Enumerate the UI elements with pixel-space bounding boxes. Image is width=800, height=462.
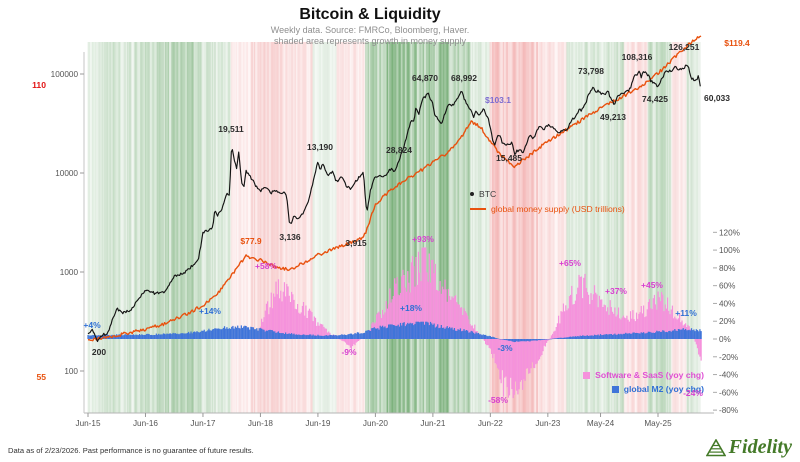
fidelity-logo: Fidelity	[705, 436, 792, 459]
pct-tick-label: -80%	[719, 406, 738, 415]
pct-tick-label: 100%	[719, 246, 740, 255]
saas-bars	[259, 247, 702, 399]
legend-m2-row: global M2 (yoy chg)	[611, 384, 704, 394]
saas-square-marker	[583, 371, 591, 379]
annotation-label: +45%	[641, 280, 663, 290]
legend-bars: Software & SaaS (yoy chg) global M2 (yoy…	[583, 370, 704, 394]
annotation-label: 13,190	[307, 142, 333, 152]
fidelity-pyramid-icon	[705, 438, 726, 456]
annotation-label: +18%	[400, 303, 422, 313]
money-tick-label: 110	[32, 80, 46, 90]
annotation-label: 74,425	[642, 94, 668, 104]
annotation-label: $103.1	[485, 95, 511, 105]
chart-subtitle-line1: Weekly data. Source: FMRCo, Bloomberg, H…	[270, 25, 470, 35]
x-tick-label: Jun-19	[305, 419, 330, 428]
legend-money-row: global money supply (USD trillions)	[470, 204, 625, 214]
annotation-label: +58%	[255, 261, 277, 271]
annotation-label: -9%	[341, 347, 357, 357]
btc-dot-marker	[470, 192, 474, 196]
annotation-label: 3,915	[345, 238, 367, 248]
log-tick-label: 10000	[55, 169, 78, 178]
annotation-label: +37%	[605, 286, 627, 296]
x-tick-label: May-24	[587, 419, 615, 428]
m2-bars	[87, 321, 702, 343]
x-tick-label: Jun-16	[133, 419, 158, 428]
log-tick-label: 1000	[60, 268, 79, 277]
pct-tick-label: -20%	[719, 353, 738, 362]
pct-tick-label: -40%	[719, 371, 738, 380]
x-tick-label: May-25	[644, 419, 672, 428]
x-tick-label: Jun-20	[363, 419, 388, 428]
pct-tick-label: 80%	[719, 264, 735, 273]
pct-tick-label: 40%	[719, 299, 735, 308]
btc-line	[87, 64, 701, 343]
legend-saas-label: Software & SaaS (yoy chg)	[595, 370, 704, 380]
x-tick-label: Jun-15	[75, 419, 100, 428]
log-tick-label: 100000	[51, 70, 79, 79]
annotation-label: 126,251	[668, 42, 700, 52]
m2-square-marker	[611, 385, 619, 393]
annotation-label: 68,992	[451, 73, 477, 83]
pct-tick-label: 60%	[719, 282, 735, 291]
annotation-label: 19,511	[218, 124, 244, 134]
annotation-label: -24%	[683, 388, 703, 398]
x-tick-label: Jun-21	[420, 419, 445, 428]
money-line-marker	[470, 208, 486, 210]
annotation-label: $119.4	[724, 38, 750, 48]
chart-title: Bitcoin & Liquidity	[299, 6, 441, 23]
legend-btc-row: BTC	[470, 189, 625, 199]
annotation-label: +14%	[199, 306, 221, 316]
x-tick-label: Jun-23	[535, 419, 560, 428]
annotation-label: +65%	[559, 258, 581, 268]
annotation-label: 49,213	[600, 112, 626, 122]
annotation-label: -58%	[488, 395, 508, 405]
x-tick-label: Jun-18	[248, 419, 273, 428]
annotation-label: +11%	[675, 308, 697, 318]
x-tick-label: Jun-17	[190, 419, 215, 428]
chart-subtitle-line2: shaded area represents growth in money s…	[273, 36, 467, 46]
money-tick-label: 55	[36, 372, 46, 382]
annotation-label: +4%	[83, 320, 101, 330]
footnote: Data as of 2/23/2026. Past performance i…	[8, 446, 254, 455]
annotation-label: 73,798	[578, 66, 604, 76]
pct-tick-label: 0%	[719, 335, 731, 344]
annotation-label: 28,824	[386, 145, 412, 155]
legend-lines: BTC global money supply (USD trillions)	[470, 189, 625, 214]
left-axis: 100000 10000 1000 100 110 55	[32, 52, 85, 413]
right-axis: 120% 100% 80% 60% 40% 20% 0% -20% -40% -60% -80%	[713, 228, 740, 415]
annotation-label: 64,870	[412, 73, 438, 83]
x-axis: Jun-15 Jun-16 Jun-17 Jun-18 Jun-19 Jun-20 Jun-…	[75, 412, 714, 428]
annotation-label: -3%	[497, 343, 513, 353]
pct-tick-label: 120%	[719, 228, 740, 237]
x-tick-label: Jun-22	[478, 419, 503, 428]
annotation-label: 108,316	[621, 52, 653, 62]
money-supply-line	[87, 35, 702, 342]
log-tick-label: 100	[64, 367, 78, 376]
legend-btc-label: BTC	[479, 189, 497, 199]
annotation-label: 200	[91, 347, 107, 357]
pct-tick-label: -60%	[719, 388, 738, 397]
legend-money-label: global money supply (USD trillions)	[491, 204, 625, 214]
legend-m2-label: global M2 (yoy chg)	[623, 384, 704, 394]
background-stripes	[87, 42, 701, 413]
fidelity-logo-text: Fidelity	[728, 436, 792, 458]
pct-tick-label: 20%	[719, 317, 735, 326]
annotation-label: 60,033	[704, 93, 730, 103]
legend-saas-row: Software & SaaS (yoy chg)	[583, 370, 704, 380]
annotation-label: 3,136	[279, 232, 301, 242]
annotation-label: $77.9	[240, 236, 262, 246]
annotation-label: 15,485	[496, 153, 522, 163]
annotation-label: +93%	[412, 234, 434, 244]
